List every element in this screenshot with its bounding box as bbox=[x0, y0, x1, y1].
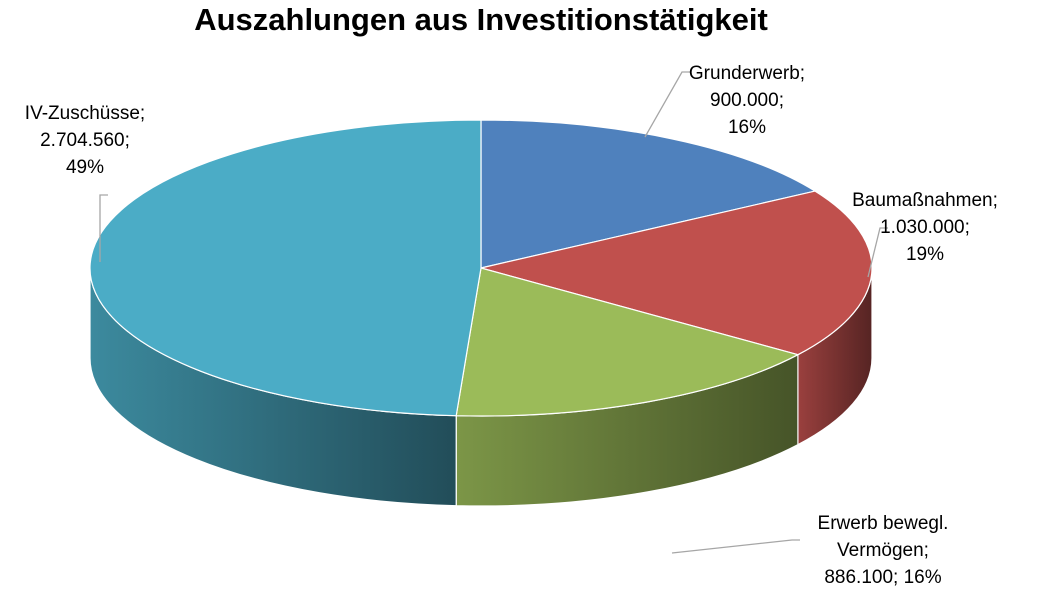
leader-line bbox=[644, 71, 690, 138]
label-category: IV-Zuschüsse bbox=[24, 103, 140, 124]
chart-title: Auszahlungen aus Investitionstätigkeit bbox=[194, 2, 768, 37]
slice bbox=[455, 267, 800, 417]
label-separator: ; bbox=[778, 90, 784, 111]
leader-line bbox=[867, 227, 888, 278]
leader-line bbox=[671, 539, 800, 554]
slice bbox=[480, 119, 817, 269]
label-separator: ; bbox=[964, 217, 970, 238]
label-separator: ; bbox=[139, 103, 146, 124]
label-value: 886.100 bbox=[824, 567, 894, 588]
label-percent: 19% bbox=[905, 244, 945, 265]
leader-line bbox=[99, 194, 108, 262]
label-separator: ; bbox=[893, 567, 899, 588]
label-value: 2.704.560 bbox=[40, 130, 125, 151]
label-value: 1.030.000 bbox=[880, 217, 965, 238]
data-label: Grunderwerb; 900.000; 16% bbox=[662, 60, 832, 141]
label-separator: ; bbox=[923, 540, 929, 561]
label-percent: 16% bbox=[903, 567, 942, 588]
label-separator: ; bbox=[799, 63, 806, 84]
label-separator: ; bbox=[992, 190, 998, 211]
label-category: Erwerb bewegl. Vermögen bbox=[817, 513, 949, 561]
label-category: Baumaßnahmen bbox=[852, 190, 993, 211]
slice bbox=[89, 119, 482, 417]
data-label: Erwerb bewegl. Vermögen; 886.100; 16% bbox=[798, 510, 968, 591]
label-category: Grunderwerb bbox=[688, 63, 800, 84]
slice bbox=[480, 190, 873, 356]
label-value: 900.000 bbox=[710, 90, 779, 111]
data-label: Baumaßnahmen; 1.030.000; 19% bbox=[835, 187, 1015, 268]
label-separator: ; bbox=[124, 130, 130, 151]
data-label: IV-Zuschüsse; 2.704.560; 49% bbox=[0, 100, 170, 181]
label-percent: 16% bbox=[727, 117, 767, 138]
label-percent: 49% bbox=[65, 157, 105, 178]
